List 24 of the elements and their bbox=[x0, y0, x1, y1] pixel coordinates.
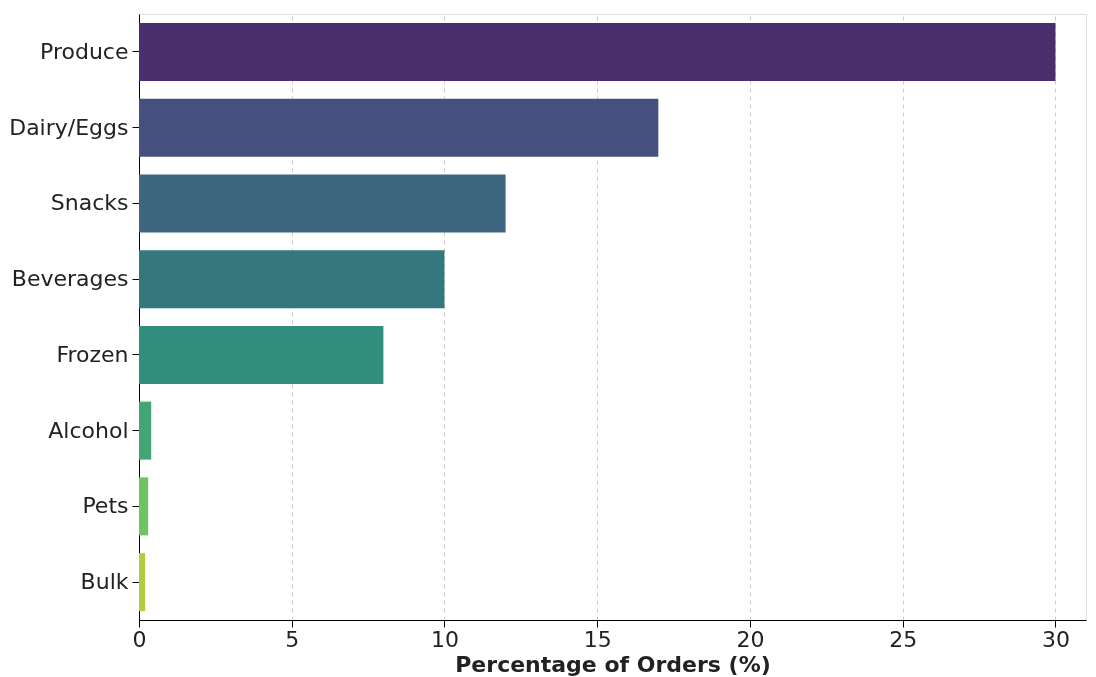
y-tick-label: Dairy/Eggs bbox=[9, 114, 129, 140]
y-tick-label: Pets bbox=[82, 493, 129, 519]
y-tick-label: Snacks bbox=[50, 190, 129, 216]
x-tick-label: 20 bbox=[736, 626, 765, 652]
x-tick-label: 15 bbox=[583, 626, 612, 652]
bar bbox=[139, 250, 445, 309]
x-tick-label: 10 bbox=[430, 626, 459, 652]
y-tick-label: Beverages bbox=[11, 266, 129, 292]
x-axis-title: Percentage of Orders (%) bbox=[455, 651, 771, 677]
bar bbox=[139, 477, 149, 536]
x-tick-label: 30 bbox=[1041, 626, 1070, 652]
x-tick-label: 0 bbox=[132, 626, 147, 652]
bar bbox=[139, 174, 506, 233]
bar bbox=[139, 325, 384, 384]
y-tick-label: Alcohol bbox=[48, 417, 129, 443]
y-tick-label: Frozen bbox=[56, 341, 129, 367]
bar bbox=[139, 553, 146, 612]
y-tick-label: Produce bbox=[40, 38, 129, 64]
bar bbox=[139, 98, 659, 157]
bar bbox=[139, 22, 1056, 81]
x-tick-label: 5 bbox=[285, 626, 300, 652]
y-tick-label: Bulk bbox=[80, 569, 129, 595]
bar bbox=[139, 401, 152, 460]
x-tick-label: 25 bbox=[889, 626, 918, 652]
